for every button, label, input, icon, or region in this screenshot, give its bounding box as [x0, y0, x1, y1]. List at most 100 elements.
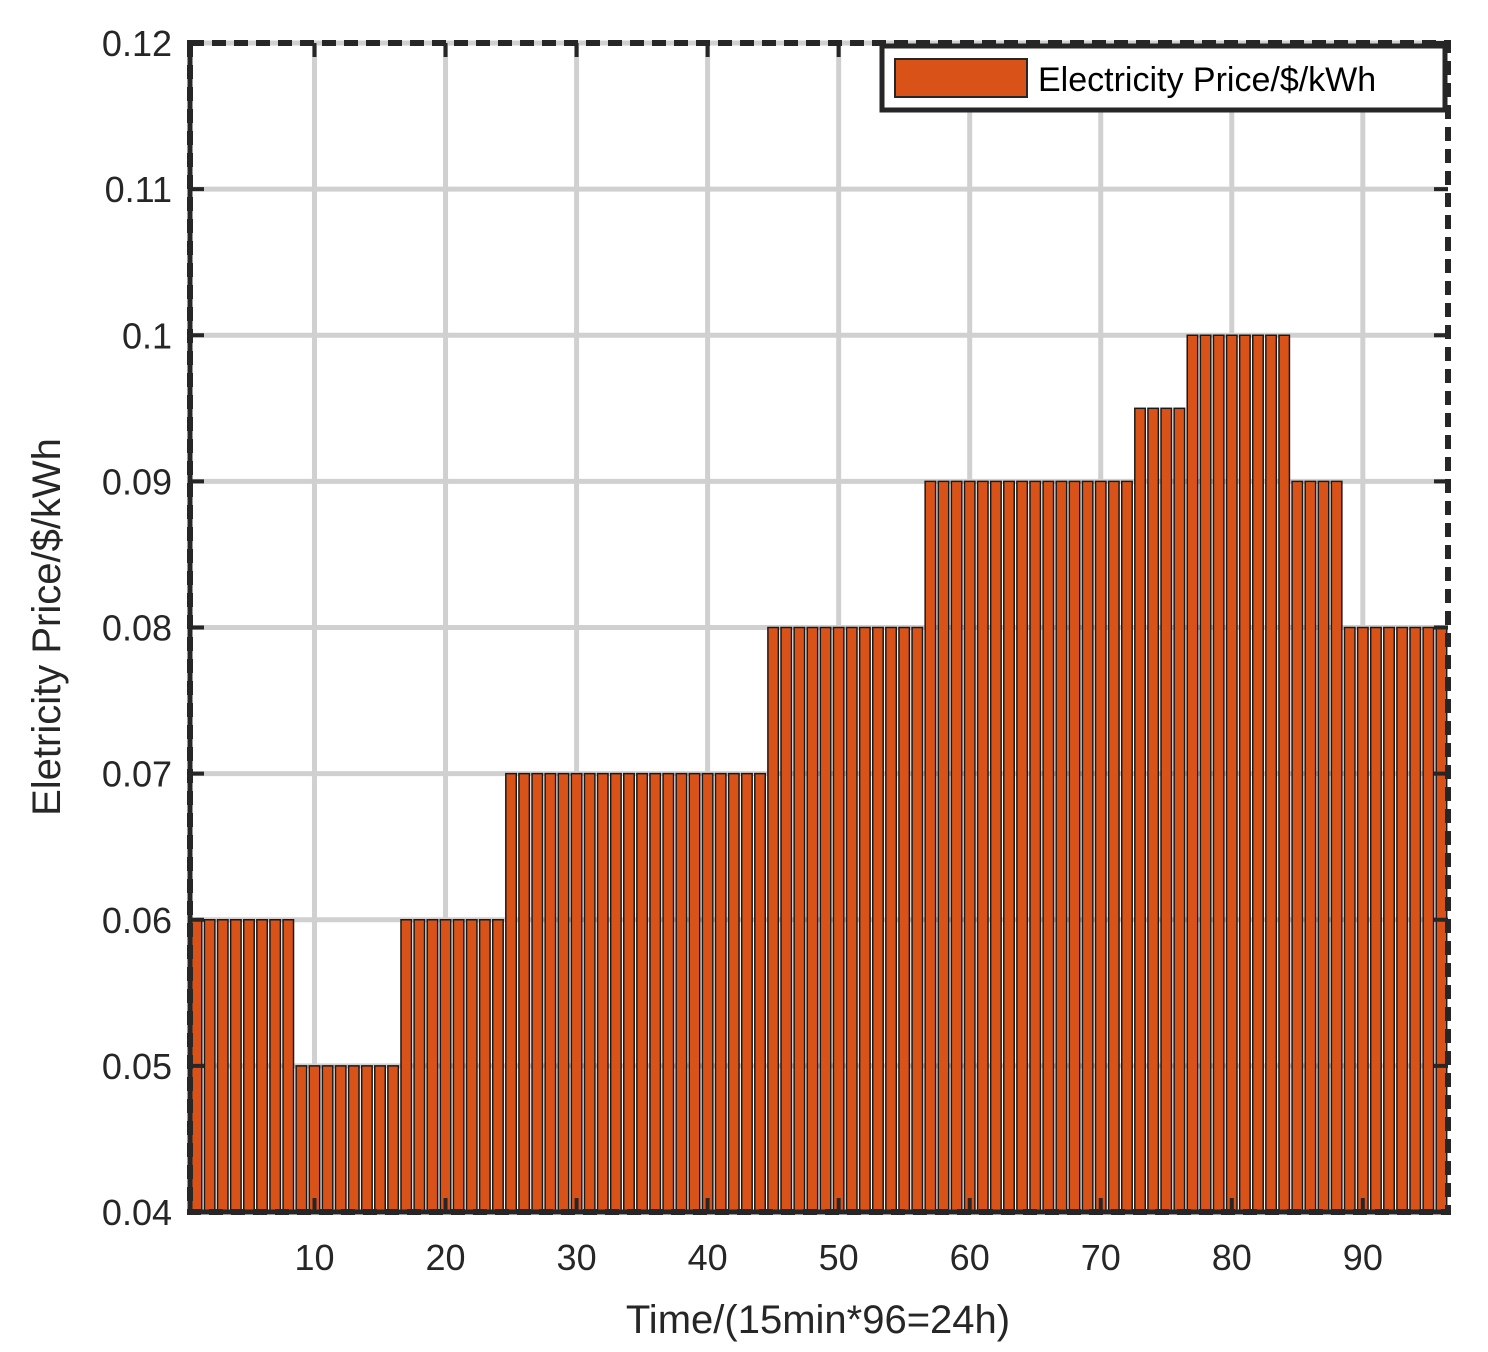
bar-49 — [819, 626, 832, 1213]
bar-79 — [1212, 334, 1225, 1213]
bar-33 — [609, 772, 622, 1213]
bar-78 — [1199, 334, 1212, 1213]
bar-23 — [478, 919, 491, 1213]
legend: Electricity Price/$/kWh — [879, 43, 1448, 113]
bar-64 — [1016, 480, 1029, 1213]
bar-91 — [1369, 626, 1382, 1213]
bar-29 — [557, 772, 570, 1213]
bar-67 — [1055, 480, 1068, 1213]
x-tick-label-1: 20 — [426, 1237, 466, 1278]
y-axis-label: Eletricity Price/$/kWh — [25, 438, 69, 816]
bar-37 — [662, 772, 675, 1213]
bar-10 — [308, 1065, 321, 1213]
x-tick-label-3: 40 — [688, 1237, 728, 1278]
bar-73 — [1134, 407, 1147, 1213]
x-tick-label-0: 10 — [294, 1237, 334, 1278]
bar-87 — [1317, 480, 1330, 1213]
bar-63 — [1003, 480, 1016, 1213]
x-axis-label: Time/(15min*96=24h) — [626, 1298, 1010, 1342]
y-tick-label-8: 0.12 — [102, 23, 172, 64]
bar-19 — [426, 919, 439, 1213]
tick-labels: 10 20 30 40 50 60 70 80 90 0.04 0.05 0.06 0.07 0.08 0.… — [102, 23, 1383, 1278]
bars — [190, 334, 1448, 1213]
axes — [187, 40, 1451, 1215]
bar-76 — [1173, 407, 1186, 1213]
bar-93 — [1396, 626, 1409, 1213]
bar-82 — [1251, 334, 1264, 1213]
bar-52 — [858, 626, 871, 1213]
bar-60 — [963, 480, 976, 1213]
x-tick-label-5: 60 — [950, 1237, 990, 1278]
bar-55 — [898, 626, 911, 1213]
bar-2 — [203, 919, 216, 1213]
bar-5 — [242, 919, 255, 1213]
bar-4 — [229, 919, 242, 1213]
bar-71 — [1107, 480, 1120, 1213]
legend-swatch — [894, 58, 1028, 98]
bar-70 — [1094, 480, 1107, 1213]
bar-95 — [1422, 626, 1435, 1213]
bar-62 — [989, 480, 1002, 1213]
bar-50 — [832, 626, 845, 1213]
y-tick-label-0: 0.04 — [102, 1192, 172, 1233]
bar-6 — [256, 919, 269, 1213]
bar-92 — [1383, 626, 1396, 1213]
bar-61 — [976, 480, 989, 1213]
bar-16 — [387, 1065, 400, 1213]
bar-65 — [1029, 480, 1042, 1213]
bar-88 — [1330, 480, 1343, 1213]
bar-14 — [360, 1065, 373, 1213]
bar-48 — [806, 626, 819, 1213]
bar-7 — [269, 919, 282, 1213]
bar-84 — [1278, 334, 1291, 1213]
bar-30 — [570, 772, 583, 1213]
bar-20 — [439, 919, 452, 1213]
bar-57 — [924, 480, 937, 1213]
bar-18 — [413, 919, 426, 1213]
bar-8 — [282, 919, 295, 1213]
y-tick-label-6: 0.1 — [122, 315, 172, 356]
bar-86 — [1304, 480, 1317, 1213]
x-tick-label-6: 70 — [1081, 1237, 1121, 1278]
bar-40 — [701, 772, 714, 1213]
bar-13 — [347, 1065, 360, 1213]
bar-21 — [452, 919, 465, 1213]
x-tick-label-7: 80 — [1212, 1237, 1252, 1278]
bar-41 — [714, 772, 727, 1213]
bar-12 — [334, 1065, 347, 1213]
bar-17 — [400, 919, 413, 1213]
bar-43 — [740, 772, 753, 1213]
bar-28 — [544, 772, 557, 1213]
bar-35 — [636, 772, 649, 1213]
x-tick-label-4: 50 — [819, 1237, 859, 1278]
y-tick-label-3: 0.07 — [102, 754, 172, 795]
y-tick-label-7: 0.11 — [105, 169, 172, 210]
bar-24 — [491, 919, 504, 1213]
bar-9 — [295, 1065, 308, 1213]
bar-44 — [754, 772, 767, 1213]
bar-22 — [465, 919, 478, 1213]
bar-32 — [596, 772, 609, 1213]
bar-59 — [950, 480, 963, 1213]
bar-77 — [1186, 334, 1199, 1213]
bar-27 — [531, 772, 544, 1213]
legend-entry-label: Electricity Price/$/kWh — [1038, 61, 1376, 99]
bar-25 — [505, 772, 518, 1213]
bar-89 — [1343, 626, 1356, 1213]
bar-74 — [1147, 407, 1160, 1213]
bar-31 — [583, 772, 596, 1213]
bar-53 — [871, 626, 884, 1213]
bar-45 — [767, 626, 780, 1213]
bar-54 — [885, 626, 898, 1213]
bar-42 — [727, 772, 740, 1213]
bar-90 — [1356, 626, 1369, 1213]
bar-83 — [1265, 334, 1278, 1213]
bar-72 — [1120, 480, 1133, 1213]
bar-46 — [780, 626, 793, 1213]
bar-51 — [845, 626, 858, 1213]
bar-66 — [1042, 480, 1055, 1213]
bar-68 — [1068, 480, 1081, 1213]
bar-26 — [518, 772, 531, 1213]
